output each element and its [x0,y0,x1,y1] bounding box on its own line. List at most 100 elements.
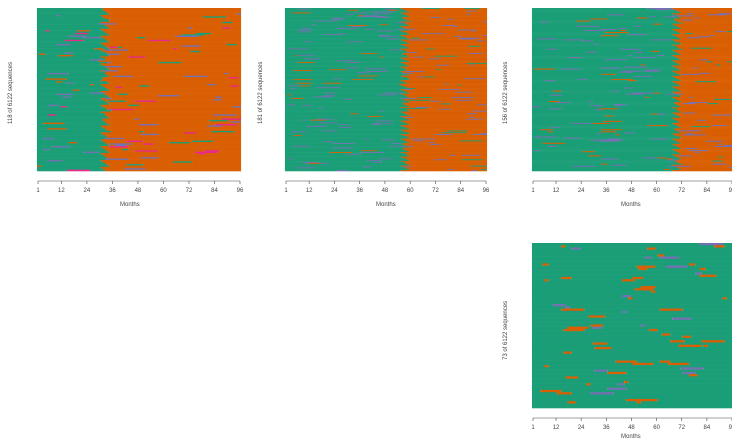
sequence-segment [561,90,612,92]
sequence-segment [310,12,355,14]
sequence-segment [672,34,732,36]
sequence-segment [107,32,197,35]
sequence-segment [36,96,63,99]
sequence-segment [221,21,233,24]
sequence-segment [36,88,108,90]
x-tick-label: 48 [382,188,389,194]
sequence-segment [291,94,378,96]
sequence-segment [531,26,679,29]
sequence-segment [531,121,679,124]
sequence-segment [716,30,725,33]
sequence-segment [407,19,488,21]
sequence-segment [333,18,342,21]
sequence-segment [531,68,535,70]
sequence-segment [36,164,108,166]
sequence-segment [636,360,660,364]
sequence-segment [107,46,110,49]
sequence-segment [634,288,654,291]
sequence-segment [215,96,222,99]
sequence-segment [659,256,679,260]
sequence-segment [482,35,488,37]
sequence-segment [47,114,57,117]
sequence-segment [221,99,242,101]
sequence-segment [636,80,681,82]
sequence-segment [682,163,713,166]
sequence-segment [284,78,334,80]
sequence-segment [200,50,242,53]
sequence-segment [400,30,473,32]
sequence-segment [531,319,732,323]
sequence-segment [476,40,485,42]
sequence-segment [705,267,732,271]
sequence-segment [531,154,673,156]
sequence-segment [640,25,677,28]
sequence-segment [457,55,488,57]
sequence-segment [531,331,732,334]
sequence-segment [284,105,302,107]
sequence-segment [333,147,353,149]
sequence-segment [531,159,669,161]
sequence-segment [680,153,732,155]
sequence-segment [284,83,399,85]
sequence-segment [400,138,412,140]
sequence-segment [689,96,694,99]
sequence-segment [402,112,488,114]
sequence-segment [531,108,549,110]
sequence-segment [287,158,294,160]
sequence-segment [352,98,403,101]
sequence-segment [66,169,91,172]
sequence-segment [413,140,424,142]
sequence-segment [710,36,732,38]
sequence-segment [115,86,122,89]
sequence-segment [434,134,452,136]
sequence-segment [531,151,583,153]
sequence-segment [674,113,732,115]
sequence-segment [111,97,242,100]
sequence-segment [672,158,681,160]
sequence-segment [676,161,732,163]
sequence-segment [426,107,488,110]
sequence-segment [531,365,545,368]
sequence-segment [398,83,445,85]
sequence-segment [66,82,74,85]
sequence-segment [284,166,363,168]
sequence-segment [362,15,378,17]
sequence-segment [531,155,589,157]
sequence-segment [104,141,169,144]
sequence-segment [548,279,623,282]
sequence-segment [647,66,675,68]
sequence-segment [284,53,403,56]
sequence-segment [373,124,380,126]
sequence-segment [668,125,677,127]
sequence-segment [402,85,488,87]
sequence-segment [411,138,435,140]
sequence-segment [409,119,488,121]
sequence-segment [284,74,410,76]
sequence-segment [701,130,732,132]
sequence-segment [601,109,677,111]
sequence-segment [381,116,401,118]
sequence-segment [642,51,677,54]
sequence-segment [676,151,732,153]
sequence-segment [109,143,133,146]
sequence-segment [36,143,108,146]
sequence-segment [672,49,732,52]
sequence-segment [624,383,732,386]
sequence-segment [571,165,595,168]
sequence-segment [100,104,129,107]
sequence-segment [531,168,664,171]
sequence-segment [284,110,380,112]
sequence-segment [335,60,355,62]
sequence-segment [358,27,405,30]
sequence-segment [64,122,108,125]
sequence-segment [590,324,604,327]
sequence-segment [400,143,403,145]
sequence-segment [284,92,325,94]
sequence-segment [284,72,403,75]
sequence-segment [693,19,732,21]
sequence-segment [724,30,727,33]
sequence-segment [531,383,587,386]
x-tick-label: 60 [160,188,167,194]
sequence-segment [628,380,732,384]
